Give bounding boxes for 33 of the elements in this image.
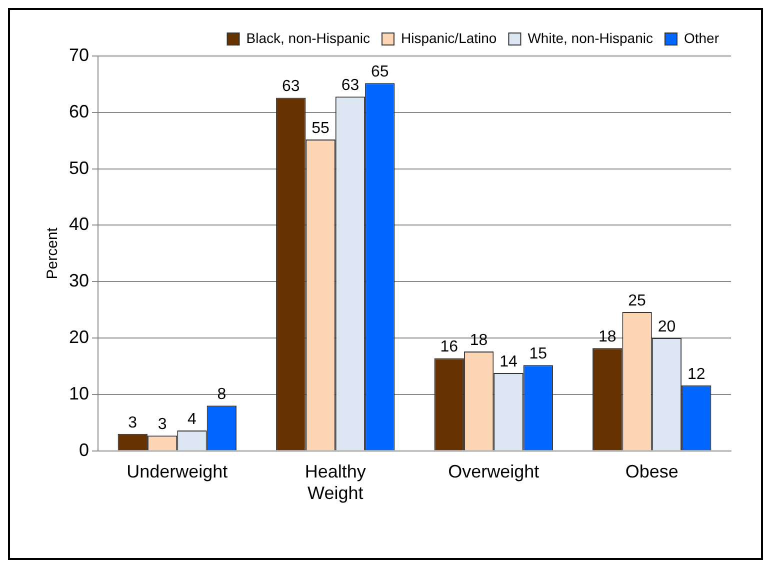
data-label: 18 [470,332,488,349]
data-label: 4 [188,410,197,428]
data-label: 8 [217,386,226,404]
y-tick-label: 10 [68,383,90,404]
data-label: 3 [158,416,167,433]
data-label: 14 [500,353,518,370]
y-tick-label: 70 [68,44,90,65]
data-label: 18 [598,328,616,346]
data-label: 65 [370,63,389,80]
legend-label: White, non-Hispanic [528,30,653,46]
y-axis-title: Percent [44,226,62,280]
x-tick-label: Underweight [126,462,228,482]
data-label: 55 [312,120,330,137]
data-label: 63 [282,78,300,96]
data-label: 63 [341,77,360,94]
data-label: 20 [658,318,676,336]
x-tick-label: Overweight [448,462,540,482]
y-tick-label: 0 [79,440,90,460]
legend-label: Other [684,30,720,46]
legend-label: Hispanic/Latino [400,30,497,46]
data-label: 16 [440,338,458,356]
x-tick-label: Healthy Weight [304,462,366,504]
data-label: 25 [628,292,646,310]
y-tick-label: 50 [68,158,90,178]
data-label: 15 [529,345,548,362]
y-tick-label: 60 [68,101,90,122]
data-label: 3 [128,414,138,432]
x-tick-label: Obese [625,462,678,482]
y-tick-label: 40 [68,214,90,234]
data-label: 12 [687,366,706,383]
legend-label: Black, non-Hispanic [246,30,370,46]
y-tick-label: 30 [68,270,90,291]
y-tick-label: 20 [68,326,90,347]
